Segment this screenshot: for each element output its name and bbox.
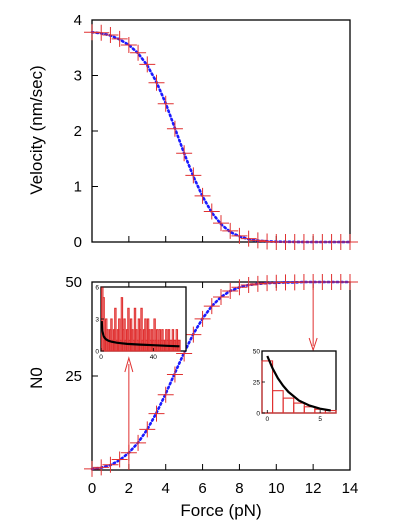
n0-data-point xyxy=(148,405,165,422)
arrow-left-head xyxy=(124,356,134,373)
inset-left-x-tick-label: 40 xyxy=(150,354,158,361)
inset-left-bar xyxy=(110,318,113,352)
force-x-tick-label: 14 xyxy=(342,480,359,497)
n0-data-point xyxy=(93,459,110,476)
n0-data-point xyxy=(231,279,248,296)
velocity-data-point xyxy=(157,95,174,112)
n0-data-point xyxy=(102,456,119,473)
inset-left-bar xyxy=(120,297,124,352)
velocity-data-point xyxy=(93,24,110,41)
inset-left-y-tick-label: 0 xyxy=(95,349,99,356)
n0-data-point xyxy=(194,310,211,327)
velocity-data-point xyxy=(84,24,100,41)
inset-right-bar xyxy=(324,409,337,414)
n0-ylabel: N0 xyxy=(27,367,46,389)
velocity-data-point xyxy=(176,145,193,162)
n0-data-point xyxy=(139,421,156,438)
velocity-y-tick-label: 4 xyxy=(74,12,82,29)
n0-data-point xyxy=(213,289,229,306)
inset-left-bar xyxy=(140,307,143,352)
inset-right-x-tick-label: 0 xyxy=(265,416,269,423)
inset-left-fit-line xyxy=(100,321,180,348)
inset-left-fit-curve xyxy=(100,321,180,348)
velocity-data-crosses xyxy=(84,24,358,250)
velocity-data-point xyxy=(231,227,248,244)
velocity-data-point xyxy=(249,232,266,249)
force-x-tick-label: 10 xyxy=(268,480,285,497)
n0-data-point xyxy=(222,283,239,300)
velocity-data-point xyxy=(222,222,239,239)
velocity-data-point xyxy=(139,56,156,73)
inset-left-y-tick-label: 6 xyxy=(95,285,99,292)
velocity-data-point xyxy=(185,167,202,184)
velocity-data-point xyxy=(194,187,211,204)
inset-left-bar xyxy=(118,318,121,352)
force-x-tick-label: 12 xyxy=(305,480,322,497)
n0-data-point xyxy=(342,274,358,290)
n0-data-point xyxy=(111,451,128,468)
velocity-data-point xyxy=(166,120,183,137)
inset-left-bar xyxy=(114,307,117,352)
inset-right-fit-line xyxy=(266,355,331,412)
inset-left-x-tick-label: 0 xyxy=(99,354,103,361)
inset-left-bar xyxy=(153,318,156,352)
inset-right-y-tick-label: 50 xyxy=(253,349,261,356)
n0-data-point xyxy=(203,298,220,315)
inset-left-bar xyxy=(123,318,126,352)
force-x-tick-label: 0 xyxy=(88,480,96,497)
inset-left-bar xyxy=(127,307,130,352)
velocity-data-point xyxy=(240,230,257,247)
force-x-tick-label: 6 xyxy=(198,480,206,497)
velocity-y-tick-label: 1 xyxy=(74,179,82,196)
velocity-data-point xyxy=(259,233,276,250)
n0-data-point xyxy=(84,460,100,477)
n0-data-point xyxy=(130,434,147,451)
n0-y-tick-label: 25 xyxy=(65,368,82,385)
n0-data-point xyxy=(249,275,266,292)
inset-right-y-tick-label: 0 xyxy=(256,411,260,418)
n0-data-point xyxy=(240,277,257,294)
velocity-data-point xyxy=(111,30,128,47)
n0-y-tick-label: 50 xyxy=(65,274,82,291)
inset-right-y-tick-label: 25 xyxy=(253,380,261,387)
inset-right-fit-curve xyxy=(266,355,331,412)
inset-left-bar xyxy=(144,318,147,352)
velocity-panel: Velocity (nm/sec) 0 1 2 3 4 xyxy=(27,12,358,251)
velocity-data-point xyxy=(120,36,137,53)
velocity-y-tick-label: 2 xyxy=(74,123,82,140)
n0-data-point xyxy=(166,366,183,383)
velocity-data-point xyxy=(342,234,358,250)
inset-left-y-tick-label: 3 xyxy=(95,317,99,324)
inset-left-ticks: 0 40 0 3 6 xyxy=(95,285,157,362)
velocity-data-point xyxy=(148,74,165,91)
velocity-y-tick-label: 0 xyxy=(74,234,82,251)
velocity-data-point xyxy=(102,26,119,43)
inset-pointer-arrows xyxy=(124,284,318,470)
n0-data-point xyxy=(157,386,174,403)
inset-right-x-tick-label: 5 xyxy=(318,416,322,423)
arrow-right-head xyxy=(308,337,318,352)
n0-y-ticks: 25 50 xyxy=(65,274,98,385)
n0-data-point xyxy=(185,326,202,343)
velocity-data-point xyxy=(130,44,147,61)
force-x-tick-label: 8 xyxy=(235,480,243,497)
force-xlabel: Force (pN) xyxy=(180,501,261,520)
velocity-data-point xyxy=(203,203,220,220)
force-x-tick-label: 2 xyxy=(125,480,133,497)
force-x-tick-label: 4 xyxy=(162,480,170,497)
inset-histogram-left: 0 40 0 3 6 xyxy=(95,285,187,362)
velocity-ylabel: Velocity (nm/sec) xyxy=(27,65,46,194)
velocity-y-tick-label: 3 xyxy=(74,68,82,85)
velocity-data-point xyxy=(213,215,229,232)
